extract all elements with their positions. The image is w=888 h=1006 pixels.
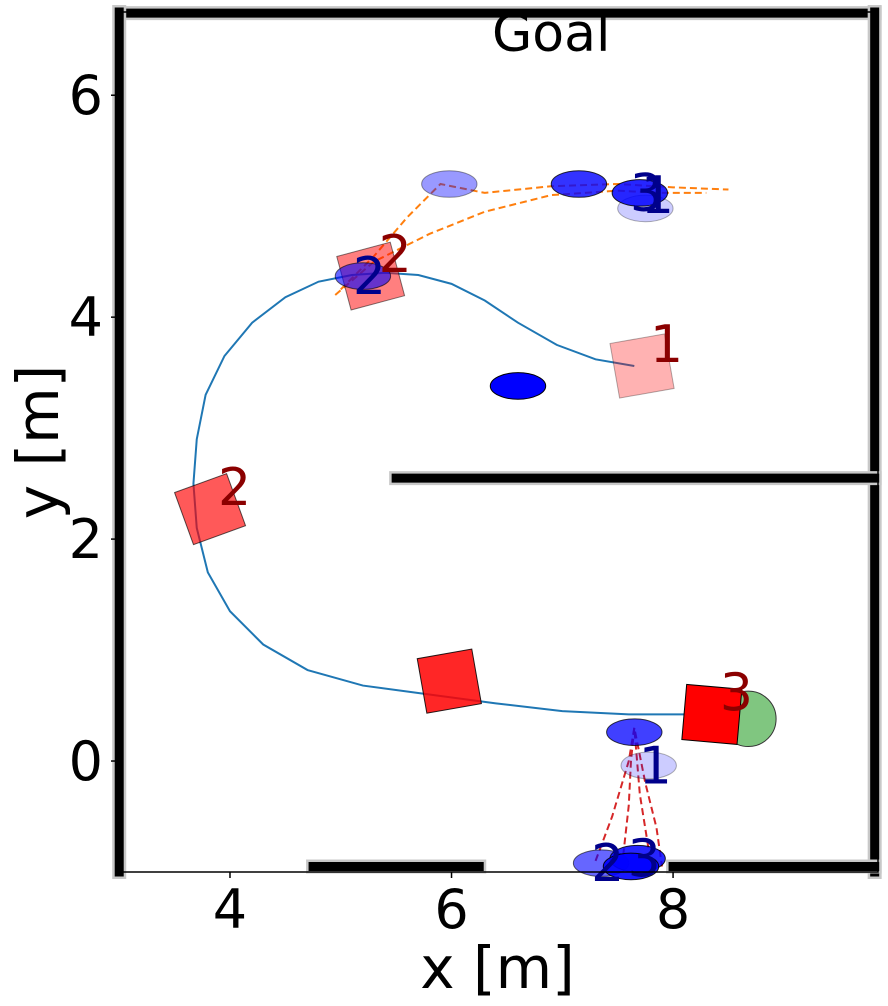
- robot-pose-label: 3: [720, 663, 753, 723]
- static-obstacle: [489, 372, 547, 400]
- human: [334, 262, 392, 290]
- robot-pose: [173, 473, 247, 546]
- robot-pose: [609, 333, 675, 399]
- x-tick-label: 6: [434, 878, 468, 941]
- human-label: 3: [628, 830, 661, 890]
- robot-pose: [416, 648, 482, 714]
- human: [611, 179, 669, 207]
- ticks-layer: 4 6 8 0 2 4 6: [69, 64, 691, 941]
- human: [606, 718, 663, 746]
- x-axis-label: x [m]: [420, 934, 575, 1002]
- human: [550, 170, 608, 198]
- y-tick-label: 2: [69, 508, 103, 571]
- robot-pose-label: 2: [379, 225, 412, 285]
- human-label: 1: [639, 736, 672, 796]
- robot-pose-label: 2: [218, 458, 251, 518]
- human-label: 2: [591, 834, 624, 894]
- y-tick-label: 0: [69, 730, 103, 793]
- marks-layer: [173, 170, 777, 881]
- annotation: Goal: [492, 4, 610, 64]
- walls-layer: [112, 5, 882, 879]
- plot-frame: [116, 11, 879, 873]
- y-tick-label: 6: [69, 64, 103, 127]
- human-trail: [340, 182, 729, 291]
- robot-path: [192, 271, 707, 716]
- robot-pose-label: 1: [650, 315, 683, 375]
- human-label: 3: [630, 164, 663, 224]
- y-axis-label: y [m]: [4, 365, 72, 520]
- robot-path-layer: [192, 271, 707, 716]
- human: [620, 751, 677, 780]
- x-tick-label: 8: [656, 878, 690, 941]
- human: [421, 170, 478, 198]
- robot-pose: [681, 683, 743, 745]
- human: [602, 852, 660, 881]
- human-label: 2: [353, 247, 386, 307]
- human-label: 1: [641, 166, 674, 226]
- y-tick-label: 4: [69, 286, 103, 349]
- human-trail: [594, 727, 663, 867]
- x-tick-label: 4: [213, 878, 247, 941]
